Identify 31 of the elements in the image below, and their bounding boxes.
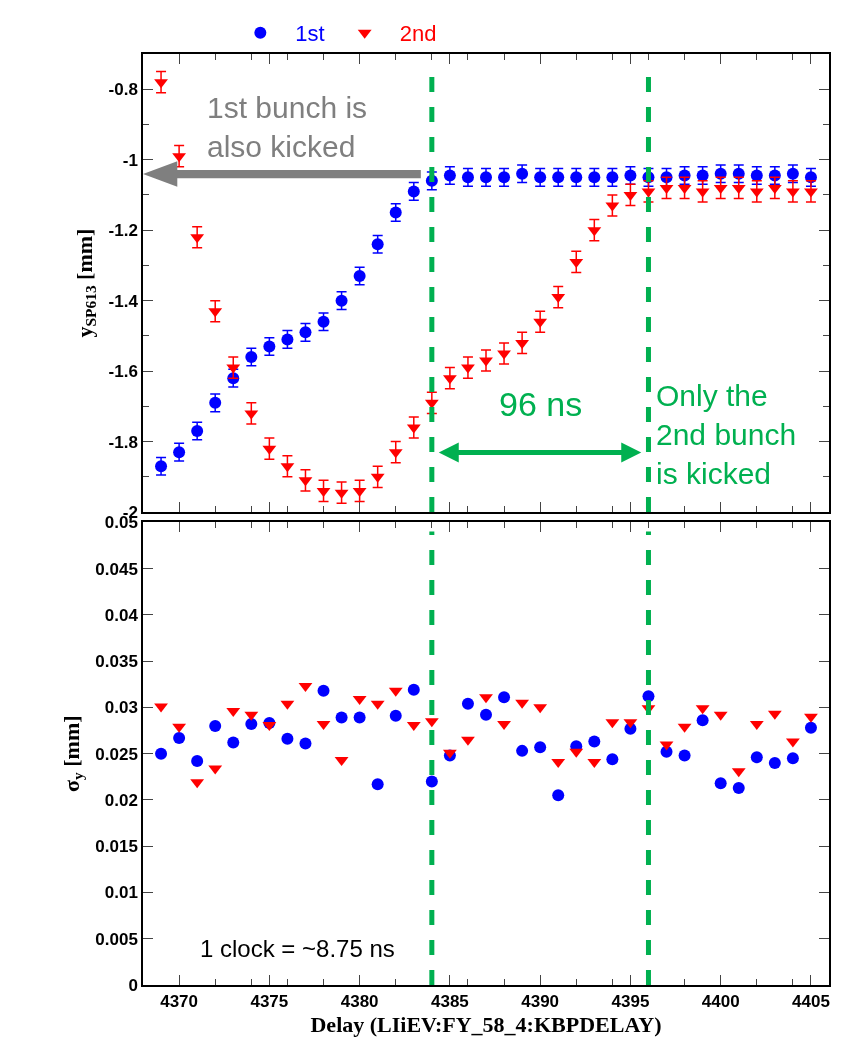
- x-tick-label: 4405: [792, 992, 830, 1012]
- y-tick-label: -1.8: [108, 432, 138, 452]
- y-tick-label: 0.005: [95, 929, 138, 949]
- y-tick-label: 0.045: [95, 559, 138, 579]
- annotation: 96 ns: [499, 385, 583, 423]
- x-tick-label: 4395: [611, 992, 650, 1012]
- annotation: 1 clock = ~8.75 ns: [200, 935, 395, 962]
- x-tick-label: 4390: [521, 992, 560, 1012]
- y-tick-label: 0.02: [104, 790, 138, 810]
- x-axis-title: Delay (LIiEV:FY_58_4:KBPDELAY): [310, 1011, 662, 1037]
- legend-label: 2nd: [399, 21, 437, 47]
- y-tick-label: 0: [128, 975, 138, 995]
- y-tick-label: 0.01: [104, 883, 138, 903]
- y-tick-label: -1.4: [108, 291, 139, 311]
- y-tick-label: -1: [122, 150, 138, 170]
- x-tick-label: 4375: [250, 992, 289, 1012]
- x-tick-label: 4385: [430, 992, 469, 1012]
- y-tick-label: 0.025: [95, 744, 138, 764]
- annotation: 1st bunch is also kicked: [207, 91, 368, 163]
- y-tick-label: 0.03: [104, 698, 138, 718]
- y-tick-label: -0.8: [108, 80, 138, 100]
- y-tick-label: 0.015: [95, 837, 138, 857]
- x-tick-label: 4370: [160, 992, 199, 1012]
- x-tick-label: 4400: [701, 992, 740, 1012]
- y-tick-label: -1.6: [108, 362, 138, 382]
- legend-label: 1st: [295, 21, 325, 47]
- y-tick-label: 0.04: [104, 605, 139, 625]
- annotation: Only the 2nd bunch is kicked: [656, 379, 797, 490]
- y-tick-label: -1.2: [108, 221, 138, 241]
- x-tick-label: 4380: [340, 992, 379, 1012]
- y-tick-label: 0.035: [95, 652, 138, 672]
